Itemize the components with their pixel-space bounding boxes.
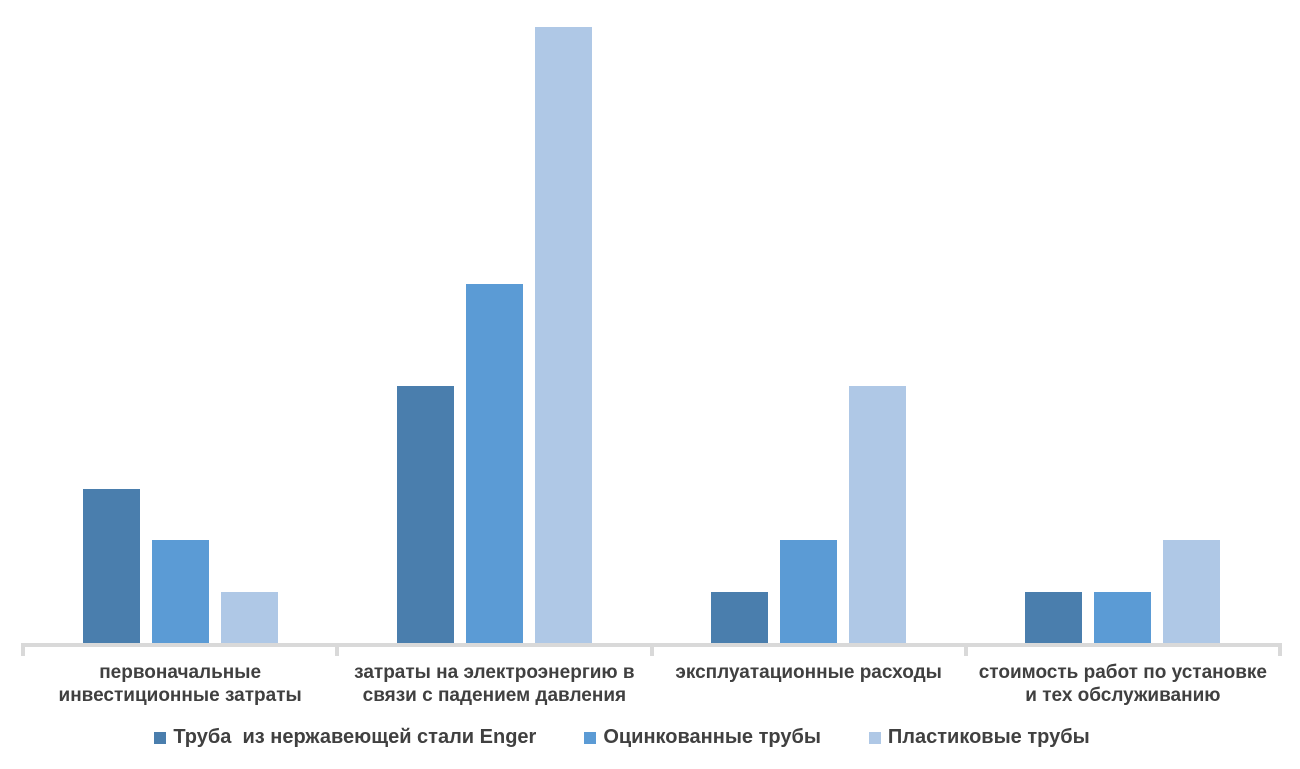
plot-area [23,0,1280,643]
bar [849,386,907,643]
bar-group [23,0,337,643]
bar [220,592,278,643]
legend-item-plastic-pipe: Пластиковые трубы [868,726,1090,749]
bar [396,386,454,643]
category-label-4: стоимость работ по установке и тех обслу… [978,662,1267,706]
bar-group [337,0,651,643]
legend-swatch-icon [154,731,167,744]
x-axis-tick [963,643,968,656]
bar [780,540,838,643]
bar [82,489,140,643]
category-label-1: первоначальные инвестиционные затраты [58,662,302,706]
bar [1163,540,1221,643]
legend-label: Труба из нержавеющей стали Enger [173,726,537,748]
legend-swatch-icon [868,731,881,744]
legend-label: Оцинкованные трубы [603,726,821,748]
x-axis-tick [649,643,654,656]
legend-label: Пластиковые трубы [887,726,1090,748]
x-axis-tick [21,643,25,656]
legend-swatch-icon [584,731,597,744]
category-label-3: эксплуатационные расходы [675,662,942,683]
x-axis-tick [1278,643,1282,656]
bar [465,284,523,643]
bar [711,592,769,643]
bar [151,540,209,643]
x-axis-tick [335,643,340,656]
legend-item-steel-pipe: Труба из нержавеющей стали Enger [154,726,536,749]
legend: Труба из нержавеющей стали Enger Оцинков… [0,726,1300,749]
category-label-2: затраты на электроэнергию в связи с паде… [354,662,635,706]
bar [534,27,592,643]
bar [1025,592,1083,643]
bar-group [966,0,1280,643]
legend-item-galvanized-pipe: Оцинкованные трубы [584,726,821,749]
bar [1094,592,1152,643]
bar-group [652,0,966,643]
